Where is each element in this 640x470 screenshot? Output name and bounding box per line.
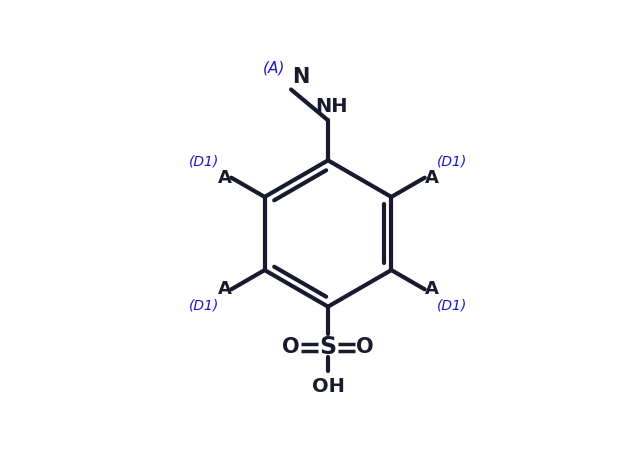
Text: A: A xyxy=(425,280,438,298)
Text: (D1): (D1) xyxy=(437,155,467,168)
Text: OH: OH xyxy=(312,377,344,396)
Text: S: S xyxy=(319,336,337,360)
Text: A: A xyxy=(425,169,438,187)
Text: O: O xyxy=(356,337,374,358)
Text: (D1): (D1) xyxy=(189,298,219,313)
Text: (D1): (D1) xyxy=(437,298,467,313)
Text: A: A xyxy=(218,169,231,187)
Text: (A): (A) xyxy=(263,61,285,76)
Text: A: A xyxy=(218,280,231,298)
Text: (D1): (D1) xyxy=(189,155,219,168)
Text: N: N xyxy=(292,67,310,87)
Text: O: O xyxy=(282,337,300,358)
Text: NH: NH xyxy=(316,97,348,117)
